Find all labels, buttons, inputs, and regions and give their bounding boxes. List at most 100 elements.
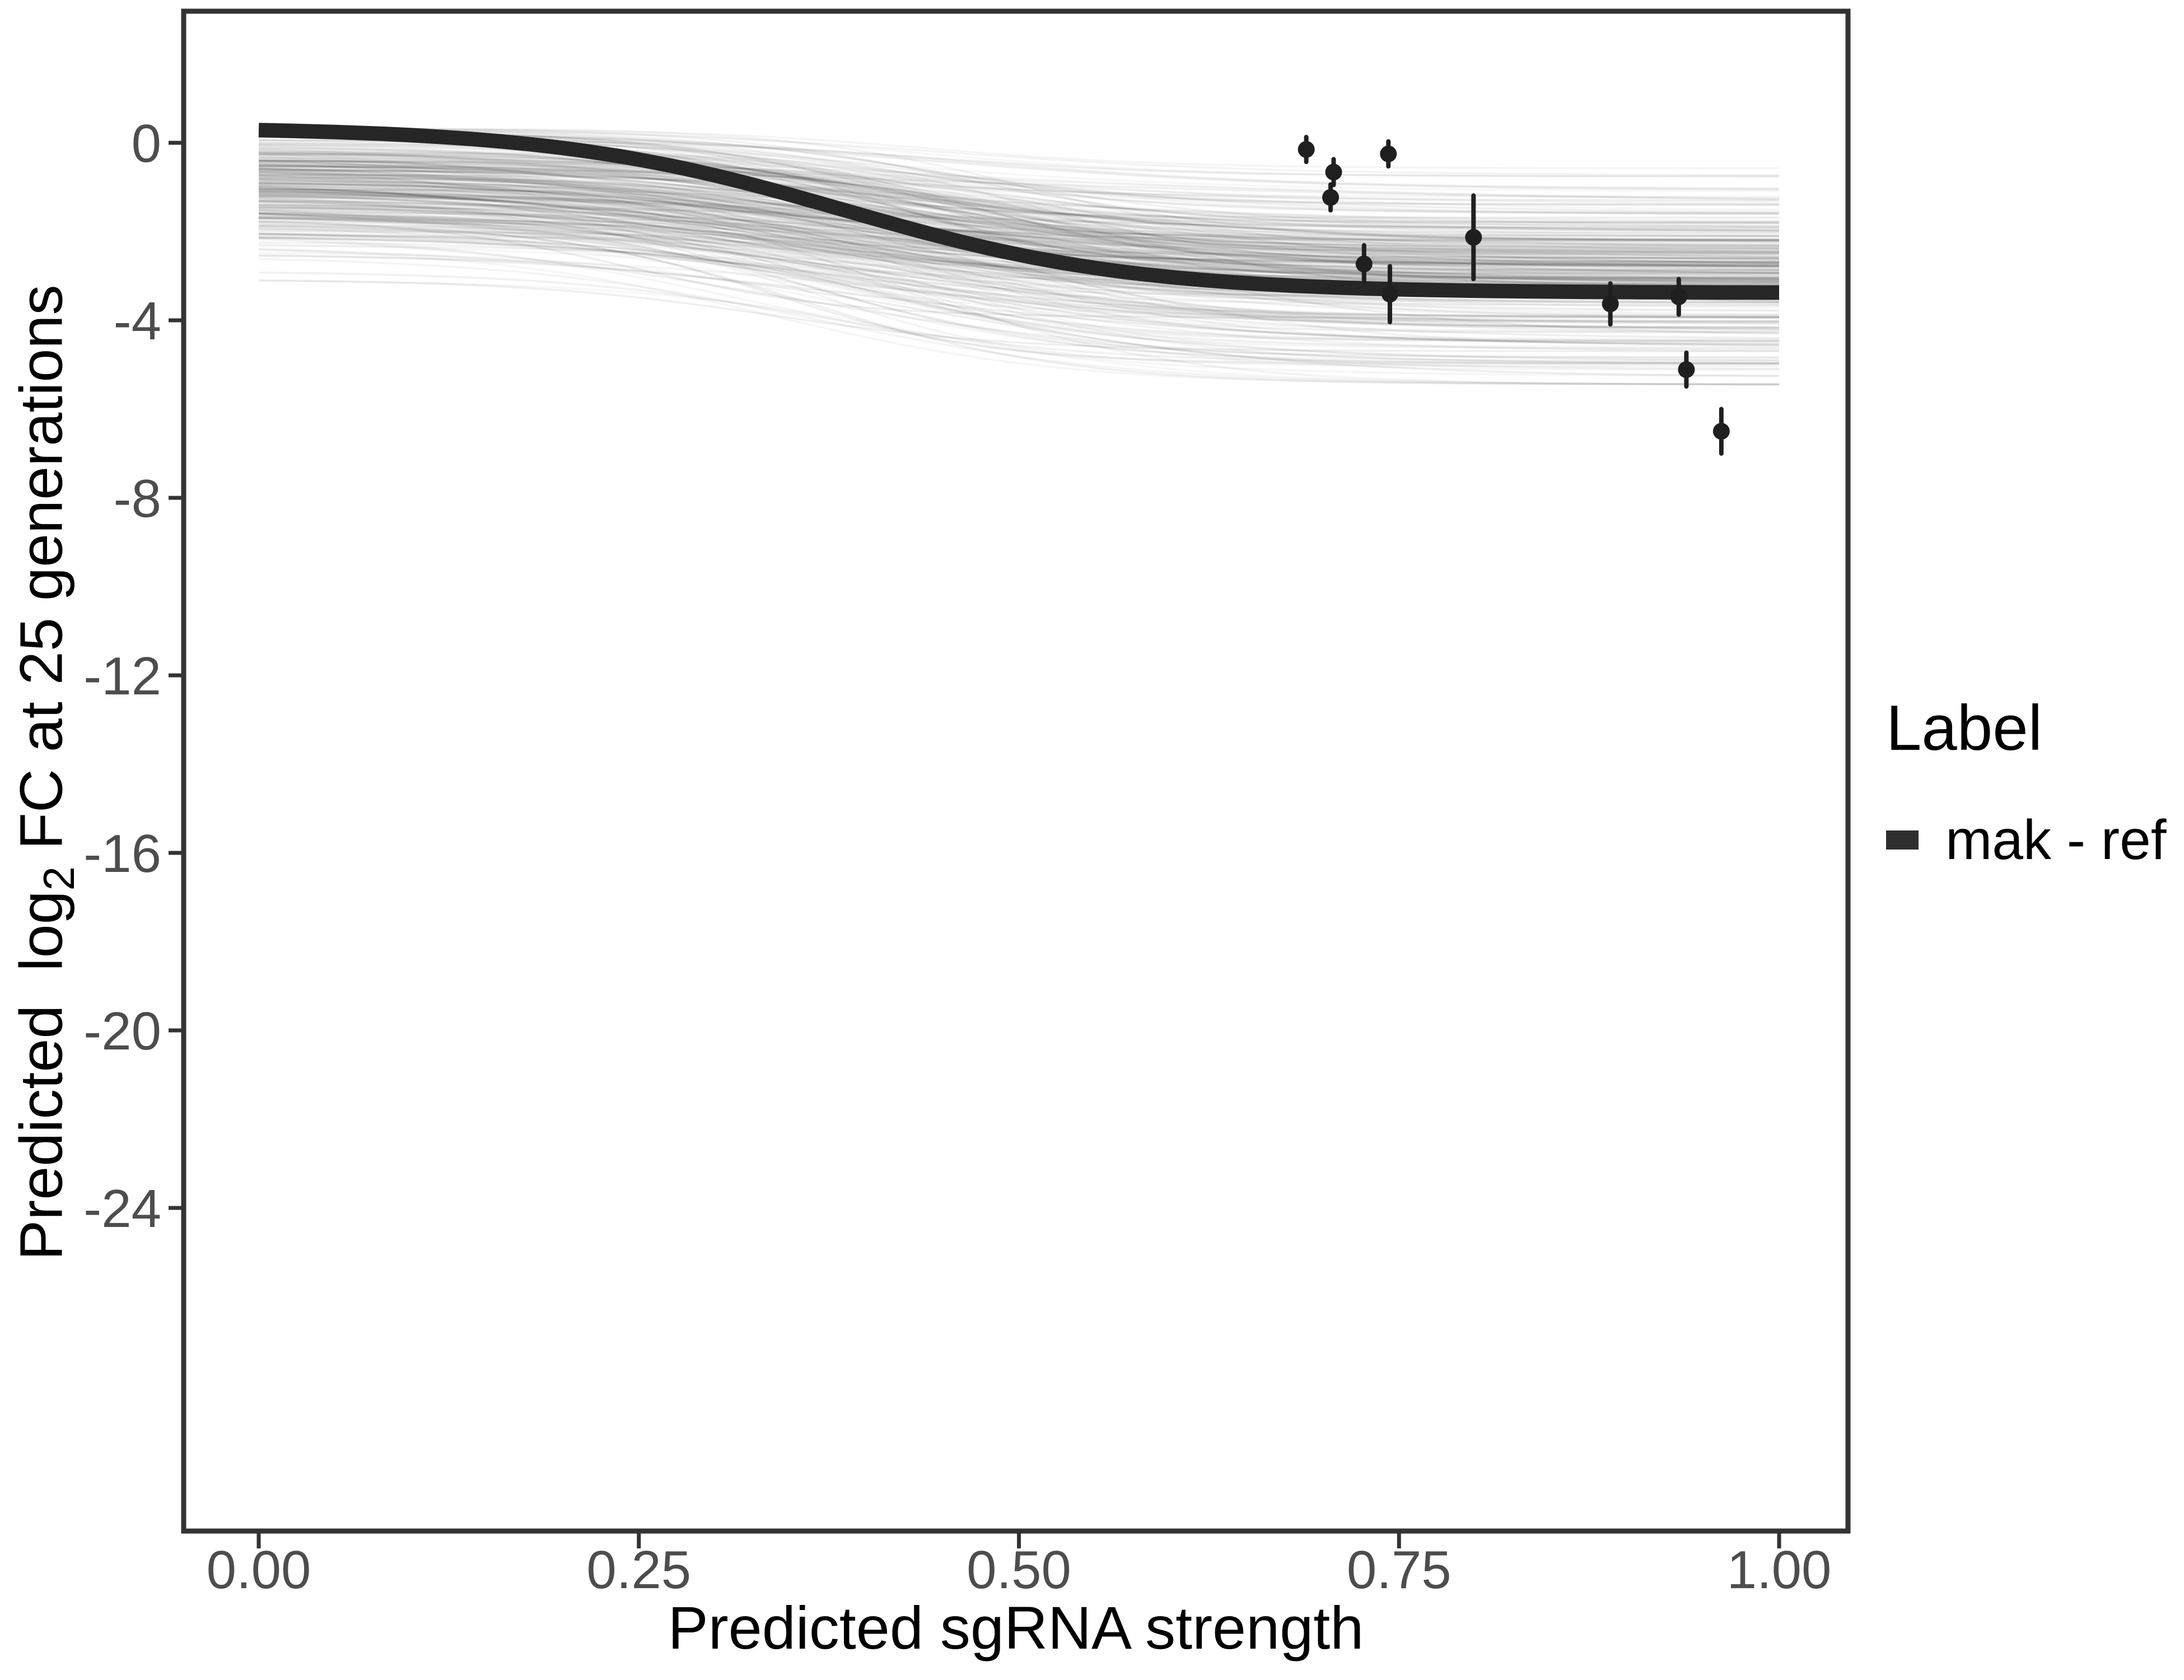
posterior-draw-line	[258, 181, 1780, 263]
posterior-draw-line	[258, 236, 1780, 352]
posterior-draw-line	[258, 128, 1780, 234]
posterior-draw-line	[258, 255, 1780, 329]
posterior-draw-line	[258, 190, 1780, 231]
posterior-draw-line	[258, 188, 1780, 311]
pointrange-dot	[1322, 189, 1340, 206]
posterior-draw-line	[258, 176, 1779, 272]
posterior-draw-line	[258, 174, 1779, 260]
posterior-draw-line	[259, 169, 1780, 241]
posterior-draw-line	[258, 183, 1780, 285]
posterior-draw-line	[258, 271, 1779, 364]
posterior-draw-line	[258, 190, 1780, 256]
pointrange	[1712, 407, 1730, 456]
posterior-draw-line	[258, 215, 1780, 349]
posterior-draw-line	[258, 160, 1780, 287]
pointrange-dot	[1465, 228, 1482, 246]
pointrange	[1298, 134, 1315, 165]
posterior-draw-line	[258, 228, 1780, 364]
y-tick-label: -4	[114, 291, 161, 351]
posterior-draw-line	[258, 225, 1779, 365]
y-axis-title: Predicted log2 FC at 25 generations	[7, 101, 83, 1445]
y-axis-title-pre: Predicted log	[7, 890, 75, 1261]
posterior-draw-line	[258, 158, 1780, 259]
pointrange-dot	[1712, 423, 1730, 440]
posterior-draw-line	[258, 184, 1780, 274]
posterior-draw-line	[258, 190, 1780, 268]
x-axis-ticks: 0.00 0.25 0.50 0.75 1.00	[207, 1533, 1831, 1600]
posterior-draw-line	[258, 200, 1780, 342]
posterior-draw-line	[258, 200, 1779, 272]
pointrange-dot	[1355, 255, 1373, 273]
posterior-draw-line	[258, 151, 1780, 286]
posterior-draw-line	[258, 241, 1780, 343]
y-tick-label: -12	[83, 646, 161, 706]
legend-title: Label	[1886, 693, 2042, 764]
y-tick-label: -20	[83, 1001, 161, 1061]
posterior-draw-line	[258, 160, 1780, 214]
pointrange	[1602, 281, 1619, 327]
posterior-draw-line	[258, 161, 1780, 242]
posterior-draw-line	[259, 170, 1779, 281]
posterior-draw-line	[258, 248, 1780, 347]
posterior-draw-line	[258, 192, 1780, 286]
x-tick-label: 0.75	[1347, 1540, 1452, 1600]
posterior-draw-line	[258, 128, 1780, 228]
posterior-draw-line	[258, 188, 1780, 254]
posterior-draw-line	[258, 279, 1779, 352]
posterior-draw-line	[258, 163, 1780, 242]
legend-key-line-swatch	[1886, 830, 1919, 850]
posterior-draw-line	[258, 233, 1779, 284]
posterior-draw-line	[258, 174, 1779, 250]
posterior-draw-line	[258, 172, 1780, 274]
pointrange-layer	[1298, 134, 1730, 456]
posterior-draw-line	[258, 160, 1780, 202]
posterior-draw-line	[258, 144, 1779, 229]
posterior-draw-line	[258, 148, 1780, 237]
posterior-draw-line	[258, 230, 1780, 347]
posterior-draw-line	[258, 258, 1780, 386]
posterior-draw-line	[258, 195, 1780, 247]
posterior-draw-line	[258, 171, 1779, 281]
posterior-draw-line	[258, 237, 1780, 365]
posterior-draw-line	[258, 201, 1779, 301]
posterior-draw-line	[259, 152, 1779, 259]
posterior-draw-line	[258, 202, 1780, 259]
posterior-draw-line	[258, 169, 1780, 322]
posterior-draw-line	[258, 164, 1779, 242]
posterior-draw-line	[258, 188, 1780, 304]
posterior-draw-line	[258, 221, 1779, 385]
posterior-draw-line	[258, 212, 1780, 331]
posterior-draw-line	[258, 212, 1779, 274]
posterior-draw-line	[258, 160, 1780, 261]
posterior-draw-line	[258, 160, 1780, 253]
posterior-draw-line	[258, 188, 1780, 249]
posterior-draw-line	[258, 167, 1779, 279]
posterior-draw-line	[258, 233, 1780, 339]
mean-curve-line	[258, 123, 1779, 300]
posterior-draw-line	[258, 158, 1780, 222]
posterior-draw-line	[258, 153, 1780, 262]
posterior-draw-line	[258, 254, 1780, 377]
pointrange-dot	[1298, 141, 1315, 158]
posterior-draw-line	[258, 159, 1779, 251]
posterior-draw-line	[258, 217, 1779, 279]
pointrange	[1465, 193, 1482, 282]
posterior-draw-line	[258, 164, 1780, 270]
x-axis-title: Predicted sgRNA strength	[668, 1594, 1364, 1662]
posterior-draw-line	[258, 206, 1780, 330]
posterior-draw-line	[258, 197, 1780, 255]
pointrange-dot	[1670, 288, 1687, 305]
posterior-draw-line	[258, 237, 1780, 346]
posterior-draw-line	[258, 199, 1779, 304]
posterior-draw-line	[258, 128, 1780, 176]
pointrange	[1325, 157, 1342, 188]
posterior-draw-line	[258, 237, 1780, 319]
pointrange	[1678, 350, 1695, 389]
posterior-draw-line	[258, 166, 1779, 254]
posterior-draw-line	[258, 161, 1780, 241]
posterior-draw-line	[258, 216, 1779, 280]
pointrange	[1322, 182, 1340, 213]
posterior-draw-line	[258, 195, 1780, 319]
posterior-draw-line	[258, 217, 1780, 386]
